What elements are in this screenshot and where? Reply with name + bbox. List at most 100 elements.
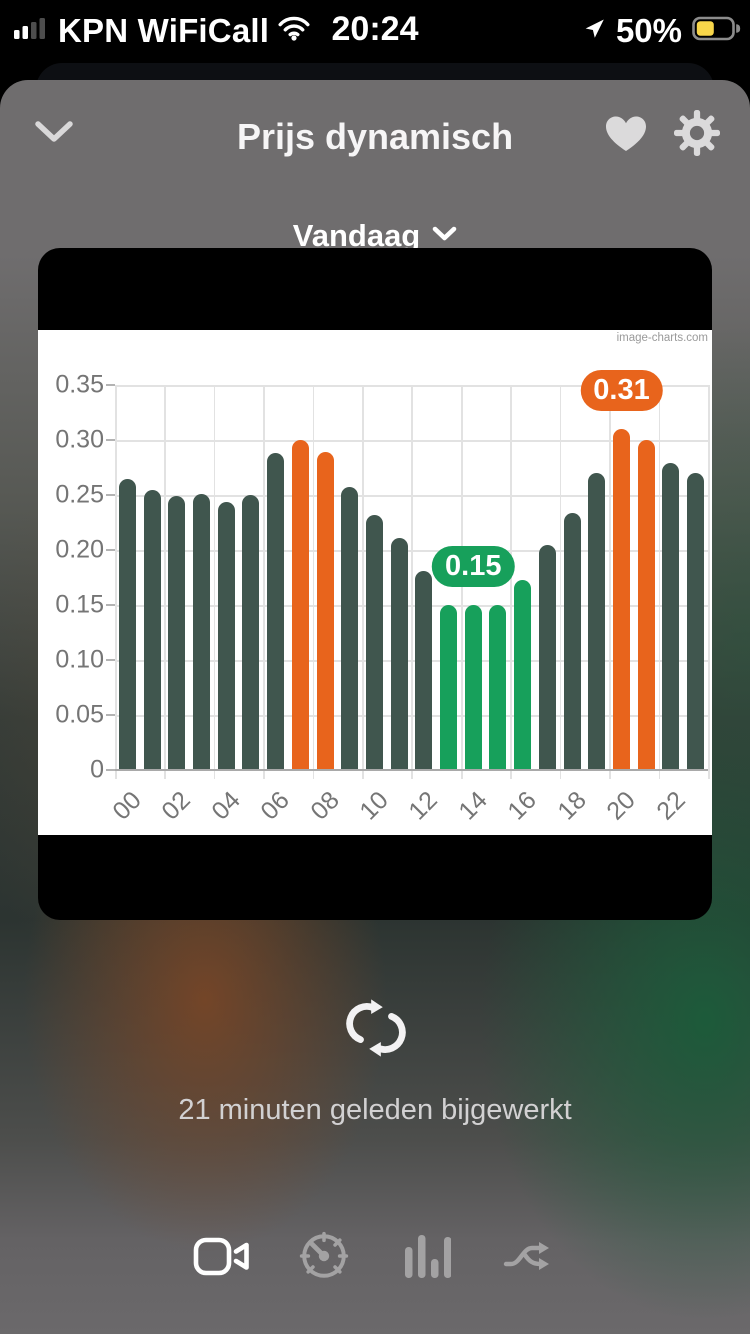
y-axis-tick	[106, 659, 115, 661]
y-axis-label: 0	[90, 755, 104, 784]
y-axis-label: 0.10	[55, 645, 104, 674]
price-chart-card: image-charts.com 0.35 0.30 0.25 0.20 0.15 0.1…	[38, 248, 712, 920]
price-bar	[341, 487, 359, 770]
x-axis-label: 16	[502, 786, 543, 826]
price-bar	[489, 605, 507, 770]
page-title: Prijs dynamisch	[236, 116, 514, 157]
gauge-icon	[299, 1231, 349, 1286]
y-axis-tick	[106, 769, 115, 771]
price-bar	[217, 501, 235, 770]
x-axis-label: 12	[403, 786, 444, 826]
gridline-v	[658, 385, 661, 779]
x-axis-label: 04	[206, 786, 246, 826]
capability-tab-bar	[0, 1228, 750, 1288]
gridline-v	[164, 385, 166, 779]
refresh-icon	[345, 996, 407, 1065]
device-sheet: Prijs dynamisch	[0, 80, 750, 1334]
wifi-icon	[277, 16, 311, 46]
gridline-v	[312, 385, 315, 779]
x-axis-label: 20	[601, 786, 641, 826]
tab-video-camera[interactable]	[193, 1232, 251, 1284]
last-updated-text: 21 minuten geleden bijgewerkt	[178, 1094, 572, 1126]
price-bar	[267, 453, 285, 770]
status-bar: KPN WiFiCall 20:24 50%	[0, 0, 750, 62]
collapse-sheet-button[interactable]	[30, 114, 78, 154]
y-axis-tick	[106, 494, 115, 496]
price-bar	[563, 512, 581, 770]
price-bar	[514, 579, 532, 770]
settings-button[interactable]	[672, 109, 722, 161]
price-bar	[538, 544, 556, 770]
price-bar	[613, 429, 630, 770]
battery-icon	[692, 16, 742, 46]
x-axis-label: 18	[552, 786, 592, 826]
y-axis-tick	[106, 384, 115, 386]
tab-gauge[interactable]	[295, 1231, 353, 1286]
y-axis-label: 0.15	[55, 590, 104, 619]
refresh-button[interactable]	[344, 998, 408, 1062]
shuffle-icon	[501, 1235, 555, 1282]
y-axis-label: 0.30	[55, 425, 104, 454]
y-axis-tick	[106, 714, 115, 716]
y-axis-label: 0.20	[55, 535, 104, 564]
gear-icon	[674, 109, 720, 161]
x-axis-label: 02	[156, 786, 197, 826]
battery-percent-label: 50%	[615, 12, 682, 49]
period-label: Vandaag	[292, 218, 421, 253]
price-bar	[168, 496, 186, 770]
carrier-label: KPN WiFiCall	[58, 12, 270, 49]
gridline-v	[559, 385, 562, 779]
y-axis-label: 0.35	[55, 370, 104, 399]
bar-chart-icon	[401, 1232, 452, 1285]
price-bar	[637, 440, 655, 770]
price-bar	[415, 570, 433, 770]
x-axis-label: 00	[107, 786, 147, 826]
x-axis-label: 10	[354, 786, 394, 826]
video-camera-icon	[193, 1233, 251, 1284]
x-axis-label: 06	[255, 786, 296, 826]
gridline-v	[263, 385, 265, 779]
x-axis-baseline	[115, 769, 708, 772]
x-axis-label: 22	[650, 786, 691, 826]
chart-watermark: image-charts.com	[616, 332, 708, 344]
price-badge: 0.15	[432, 546, 515, 588]
x-axis-label: 08	[304, 786, 345, 826]
gridline-v	[115, 385, 117, 779]
price-bar	[390, 537, 408, 770]
price-bar	[687, 473, 705, 770]
gridline-v	[510, 385, 512, 779]
tab-shuffle[interactable]	[499, 1232, 557, 1284]
y-axis-tick	[106, 549, 115, 551]
gridline-v	[362, 385, 364, 779]
x-axis-label: 14	[453, 786, 493, 826]
clock: 20:24	[331, 10, 419, 48]
y-axis-label: 0.05	[55, 700, 104, 729]
y-axis-label: 0.25	[55, 480, 104, 509]
price-bar	[291, 440, 309, 770]
price-bar	[662, 463, 680, 770]
price-bar	[242, 495, 260, 770]
heart-icon	[605, 115, 647, 158]
price-bar	[143, 489, 161, 770]
price-bar	[440, 605, 458, 770]
y-axis-tick	[106, 439, 115, 441]
price-bar	[464, 605, 482, 770]
price-bar	[316, 452, 334, 770]
price-bar	[365, 514, 383, 770]
gridline-v	[213, 385, 216, 779]
favorite-button[interactable]	[601, 114, 651, 158]
chevron-down-icon	[33, 119, 75, 150]
gridline-v	[609, 385, 611, 779]
price-badge: 0.31	[580, 370, 663, 412]
price-bar	[118, 478, 136, 770]
location-arrow-icon	[584, 18, 606, 45]
gridline-v	[411, 385, 414, 779]
gridline-v	[707, 385, 710, 779]
chart-plot: image-charts.com 0.35 0.30 0.25 0.20 0.15 0.1…	[38, 330, 712, 835]
chevron-down-icon	[432, 226, 457, 247]
y-axis-tick	[106, 604, 115, 606]
price-bar	[588, 473, 606, 770]
tab-bar-chart[interactable]	[397, 1232, 455, 1284]
period-selector[interactable]: Vandaag	[0, 218, 750, 254]
